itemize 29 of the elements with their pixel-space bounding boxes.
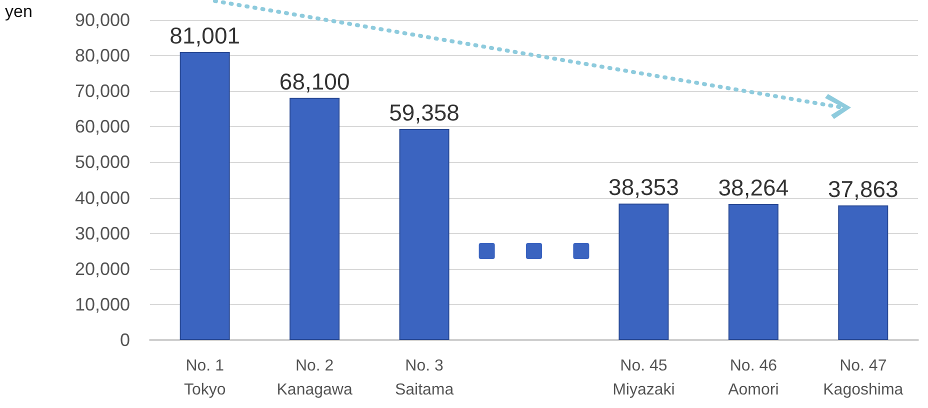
- y-tick-label: 60,000: [74, 116, 130, 137]
- y-axis-title: yen: [5, 2, 32, 21]
- y-tick-label: 30,000: [74, 223, 130, 244]
- y-tick-label: 0: [120, 330, 130, 350]
- bar: [290, 98, 340, 340]
- data-label: 37,863: [828, 176, 898, 202]
- bar: [180, 52, 230, 340]
- bar: [399, 128, 450, 340]
- x-tick-label: No. 47 Kagoshima: [823, 358, 904, 398]
- data-label: 81,001: [170, 22, 240, 48]
- y-tick-label: 10,000: [74, 294, 130, 314]
- bar: [618, 204, 669, 340]
- bar: [728, 204, 778, 340]
- data-label: 38,264: [718, 174, 789, 200]
- x-tick-label: No. 3 Saitama: [394, 358, 454, 398]
- x-tick-label: No. 46 Aomori: [728, 358, 779, 398]
- y-tick-label: 20,000: [74, 258, 130, 279]
- y-tick-label: 70,000: [74, 81, 130, 102]
- x-tick-label: No. 45 Miyazaki: [612, 358, 675, 398]
- bar: [838, 205, 888, 340]
- data-label: 59,358: [389, 99, 460, 126]
- y-tick-label: 40,000: [74, 188, 130, 208]
- x-tick-label: No. 2 Kanagawa: [276, 358, 352, 398]
- y-tick-label: 50,000: [74, 152, 130, 172]
- y-tick-label: 90,000: [74, 10, 130, 30]
- data-label: 38,353: [608, 174, 679, 200]
- x-tick-label: No. 1 Tokyo: [184, 358, 226, 398]
- y-tick-label: 80,000: [74, 46, 130, 66]
- data-label: 68,100: [279, 68, 350, 94]
